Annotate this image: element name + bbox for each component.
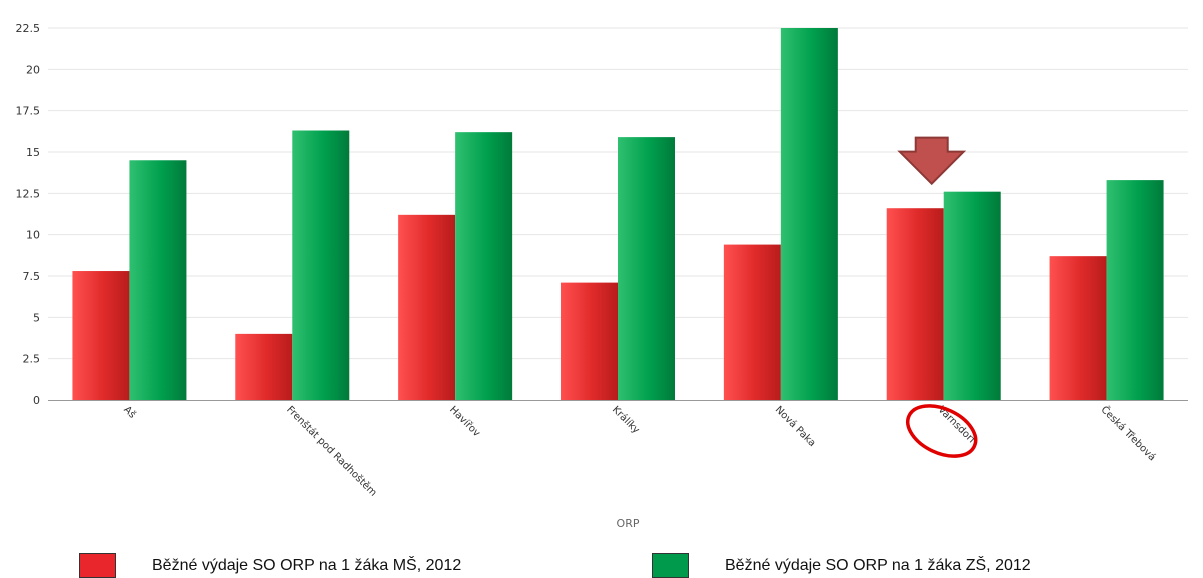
highlight-circle xyxy=(906,404,978,458)
x-tick-label: Aš xyxy=(121,404,138,421)
y-axis-ticks: 0 2.5 5 7.5 10 12.5 15 17.5 20 22.5 xyxy=(16,22,41,407)
y-tick-label: 20 xyxy=(26,63,40,76)
y-tick-label: 2.5 xyxy=(23,353,41,366)
legend-swatch-zs xyxy=(652,553,689,578)
bar-ms xyxy=(1049,256,1107,400)
y-tick-label: 17.5 xyxy=(16,105,41,118)
x-tick-label: Havířov xyxy=(447,404,483,440)
legend-swatch-ms xyxy=(79,553,116,578)
bar-ms xyxy=(723,244,781,400)
y-tick-label: 22.5 xyxy=(16,22,41,35)
y-tick-label: 15 xyxy=(26,146,40,159)
x-tick-label: Frenštát pod Radhoštěm xyxy=(284,404,379,499)
legend-item-ms: Běžné výdaje SO ORP na 1 žáka MŠ, 2012 xyxy=(79,553,461,578)
bar-ms xyxy=(235,333,293,400)
bar-ms xyxy=(398,214,456,400)
bar-zs xyxy=(780,28,838,400)
y-tick-label: 0 xyxy=(33,394,40,407)
y-tick-label: 12.5 xyxy=(16,187,41,200)
bar-zs xyxy=(455,132,513,400)
y-tick-label: 7.5 xyxy=(23,270,41,283)
x-axis-title: ORP xyxy=(617,517,640,530)
highlight-annotation xyxy=(897,136,978,458)
bar-zs xyxy=(1106,180,1164,400)
x-tick-label: Česká Třebová xyxy=(1098,403,1158,463)
bar-zs xyxy=(129,160,187,400)
bar-zs xyxy=(618,137,675,400)
legend-label-ms: Běžné výdaje SO ORP na 1 žáka MŠ, 2012 xyxy=(152,556,462,574)
bar-ms xyxy=(561,282,618,400)
legend-label-zs: Běžné výdaje SO ORP na 1 žáka ZŠ, 2012 xyxy=(725,556,1031,574)
x-tick-label: Králíky xyxy=(610,404,642,436)
legend-item-zs: Běžné výdaje SO ORP na 1 žáka ZŠ, 2012 xyxy=(652,553,1031,578)
bar-ms xyxy=(72,271,130,400)
y-tick-label: 10 xyxy=(26,229,40,242)
y-tick-label: 5 xyxy=(33,311,40,324)
x-axis-category-labels: Aš Frenštát pod Radhoštěm Havířov Králíky No… xyxy=(121,403,1159,499)
bars xyxy=(72,28,1164,401)
bar-ms xyxy=(886,208,944,400)
x-tick-label: Nová Paka xyxy=(773,404,818,449)
bar-zs xyxy=(292,130,350,401)
bar-zs xyxy=(943,191,1001,400)
highlight-arrow xyxy=(897,136,967,186)
